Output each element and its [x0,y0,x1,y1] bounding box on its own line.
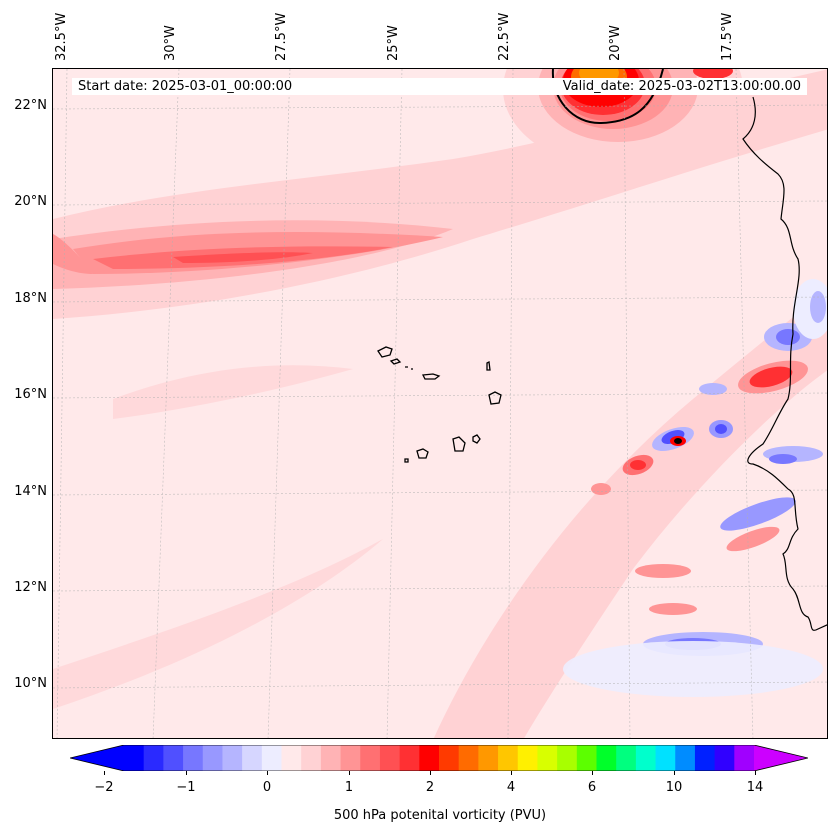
lat-label-22n: 22°N [14,98,47,113]
colorbar-swatch [242,745,263,771]
lat-label-20n: 20°N [14,194,47,209]
colorbar-swatch [458,745,479,771]
cb-tick-label: 0 [262,780,272,795]
graticule [53,69,827,738]
colorbar-swatch [379,745,401,771]
cb-tick-label: 14 [746,780,764,795]
valid-date-box: Valid_date: 2025-03-02T13:00:00.00 [542,78,807,95]
lon-label-22-5w: 22.5°W [497,12,512,61]
colorbar-min-extend [70,745,124,771]
colorbar-swatch [439,745,460,771]
colorbar-swatch [517,745,538,771]
cb-tickmark [674,771,675,775]
colorbar-swatch [360,745,381,771]
colorbar-swatch [183,745,204,771]
lat-label-18n: 18°N [14,291,47,306]
cb-tick-label: −1 [176,780,196,795]
cb-tick-label: 10 [665,780,683,795]
cb-tickmark [755,771,756,775]
cb-tickmark [104,771,105,775]
lat-label-16n: 16°N [14,387,47,402]
colorbar-label: 500 hPa potenital vorticity (PVU) [333,808,547,823]
colorbar-swatch [714,745,735,771]
valid-date-text: Valid_date: 2025-03-02T13:00:00.00 [562,79,801,94]
eastern-pv-anomalies [563,279,827,697]
colorbar-swatch [675,745,696,771]
lat-label-14n: 14°N [14,484,47,499]
colorbar-swatch [301,745,322,771]
cape-verde-islands [377,346,502,463]
lat-label-10n: 10°N [14,676,47,691]
cb-tickmark [267,771,268,775]
colorbar-swatch [340,745,361,771]
start-date-text: Start date: 2025-03-01_00:00:00 [78,79,293,94]
colorbar-swatch [202,745,223,771]
colorbar-swatch [635,745,657,771]
colorbar-swatch [478,745,499,771]
colorbar-swatch [734,745,755,771]
colorbar-swatch [596,745,617,771]
colorbar-swatch [222,745,243,771]
colorbar-swatch [163,745,184,771]
colorbar-swatch [281,745,302,771]
lon-label-25w: 25°W [386,25,401,61]
colorbar-swatch [576,745,597,771]
cb-tickmark [349,771,350,775]
colorbar-swatch [557,745,578,771]
lon-label-20w: 20°W [608,25,623,61]
cb-tick-label: 1 [344,780,354,795]
lon-label-32-5w: 32.5°W [54,12,69,61]
cb-tick-label: 2 [425,780,435,795]
colorbar-swatch [399,745,420,771]
colorbar [70,745,808,771]
lon-label-17-5w: 17.5°W [720,12,735,61]
african-coastline [742,96,827,631]
cb-tickmark [511,771,512,775]
colorbar-max-extend [754,745,808,771]
cb-tickmark [592,771,593,775]
mid-pv-band [113,365,353,419]
cb-tick-label: 4 [506,780,516,795]
lat-label-12n: 12°N [14,580,47,595]
colorbar-swatch [143,745,164,771]
colorbar-swatch [419,745,440,771]
colorbar-swatch [616,745,637,771]
cb-tick-label: −2 [94,780,114,795]
pv-field-svg [53,69,827,738]
southwest-pv-band [53,539,383,709]
start-date-box: Start date: 2025-03-01_00:00:00 [72,78,548,95]
colorbar-swatch [320,745,342,771]
colorbar-swatch [694,745,716,771]
colorbar-swatch [498,745,519,771]
colorbar-swatch [124,745,145,771]
pv-map [52,68,828,739]
lon-label-30w: 30°W [163,25,178,61]
colorbar-swatch [655,745,676,771]
cb-tick-label: 6 [587,780,597,795]
lon-label-27-5w: 27.5°W [274,12,289,61]
colorbar-swatch [261,745,282,771]
colorbar-swatch [537,745,558,771]
cb-tickmark [186,771,187,775]
diagonal-pv-band [433,290,827,738]
cb-tickmark [430,771,431,775]
